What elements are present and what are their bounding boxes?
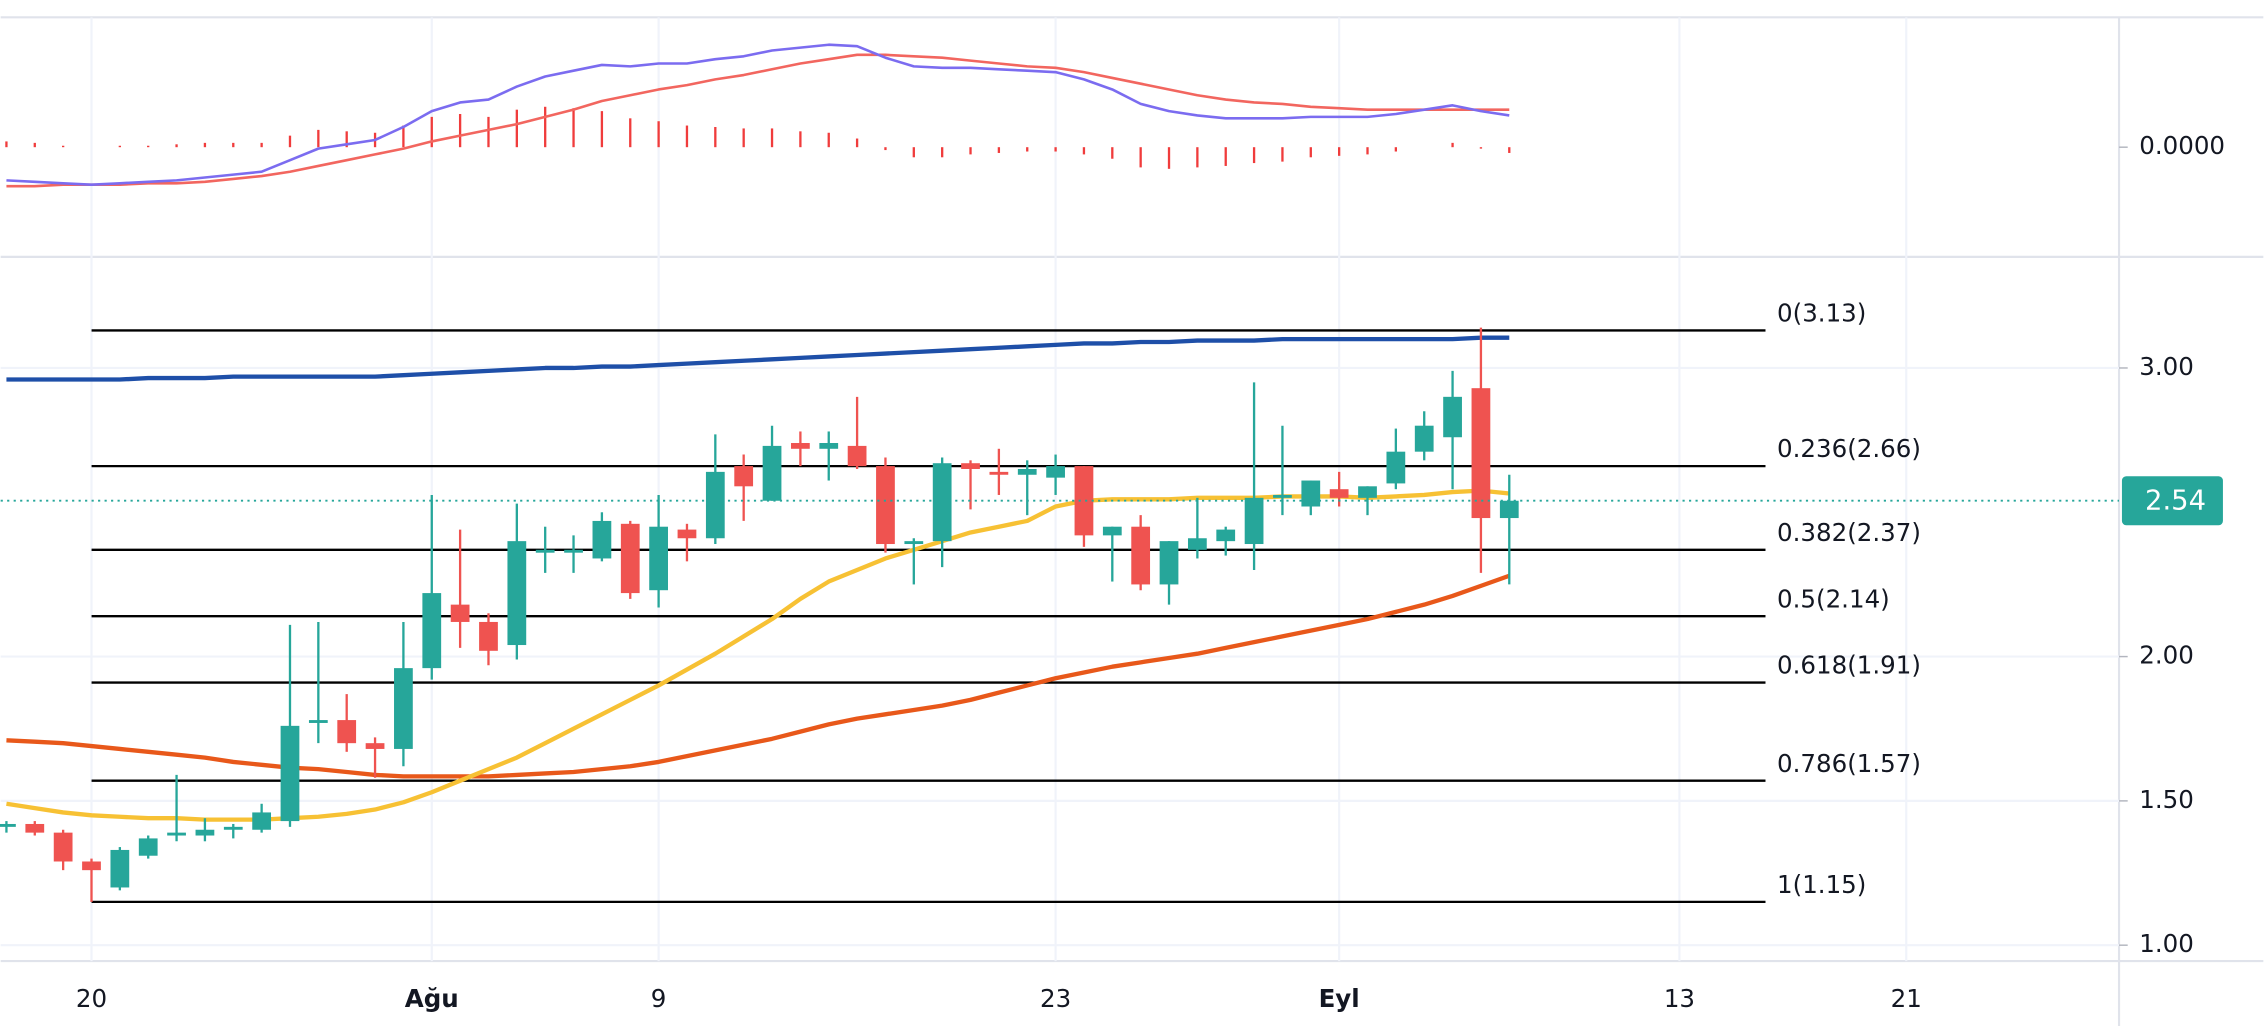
candle-body (762, 445, 782, 501)
candle-body (677, 529, 697, 539)
candle-body (195, 829, 215, 836)
y-tick-label: 1.50 (2139, 785, 2194, 814)
last-price-badge (2121, 476, 2223, 526)
fib-level-label: 0.236(2.66) (1777, 434, 1921, 463)
candle-body (1074, 466, 1094, 536)
y-tick-label: 3.00 (2139, 352, 2194, 381)
candle-body (53, 832, 73, 862)
candle-body (167, 832, 186, 836)
candle-body (1499, 500, 1519, 519)
candle-body (791, 443, 810, 449)
x-tick-label: 13 (1664, 984, 1695, 1013)
fib-level-label: 0.618(1.91) (1777, 651, 1921, 680)
candle-body (1131, 526, 1151, 585)
last-price-label: 2.54 (2145, 486, 2206, 517)
candle-body (1216, 529, 1236, 542)
candle-body (1102, 526, 1122, 536)
fib-level-label: 0.382(2.37) (1777, 518, 1921, 547)
candle-body (1386, 451, 1406, 484)
candle-body (847, 445, 867, 467)
candle-layer (0, 327, 2120, 902)
moving-average-line (6, 335, 1510, 382)
candle-body (734, 466, 754, 487)
macd-layer (5, 43, 1511, 188)
candle-body (223, 826, 243, 830)
candle-body (620, 523, 640, 594)
candle-body (876, 466, 895, 545)
fib-level-label: 0(3.13) (1777, 299, 1866, 328)
fib-level-label: 0.786(1.57) (1777, 749, 1921, 778)
candle-body (1046, 466, 1065, 478)
candle-body (1159, 541, 1179, 585)
candle-body (394, 668, 413, 749)
fib-layer: 0(3.13) 0.236(2.66) 0.382(2.37) 0.5(2.14) 0.… (91, 299, 1921, 904)
macd-signal-line (6, 53, 1510, 188)
x-tick-label: Eyl (1319, 984, 1360, 1013)
x-tick-label: 20 (76, 984, 107, 1013)
y-tick-label: 2.00 (2139, 641, 2194, 670)
candle-body (507, 541, 527, 646)
x-tick-label: Ağu (405, 984, 459, 1013)
candle-body (365, 743, 385, 749)
candle-body (904, 541, 924, 545)
macd-tick-label: 0.0000 (2139, 131, 2225, 160)
axis-layer: 1.00 1.50 2.00 3.00 0.0000 20 Ağu 9 23 Eyl 13 21 2.5… (76, 131, 2225, 1013)
candle-body (479, 621, 498, 651)
candle-body (450, 604, 470, 622)
candle-body (308, 720, 328, 723)
candle-body (1414, 425, 1434, 452)
candle-body (989, 471, 1009, 475)
candle-body (252, 812, 272, 830)
candle-body (564, 549, 583, 553)
candle-body (1017, 468, 1037, 475)
candle-body (422, 593, 442, 669)
candle-body (1358, 486, 1377, 498)
candle-body (932, 463, 952, 542)
candle-body (819, 443, 839, 449)
candle-body (280, 725, 300, 822)
candle-body (705, 471, 725, 539)
y-tick-label: 1.00 (2139, 929, 2194, 958)
fib-level-label: 0.5(2.14) (1777, 584, 1890, 613)
candle-body (138, 838, 158, 856)
candle-body (1187, 538, 1207, 550)
candle-body (535, 549, 555, 553)
x-tick-label: 21 (1891, 984, 1922, 1013)
moving-average-line (6, 573, 1511, 779)
x-tick-label: 9 (651, 984, 667, 1013)
candle-body (337, 720, 357, 744)
candle-body (25, 823, 45, 833)
candle-body (649, 526, 668, 591)
candle-body (1244, 497, 1264, 545)
candle-body (1301, 480, 1321, 507)
candle-body (1329, 489, 1349, 498)
fib-level-label: 1(1.15) (1777, 870, 1866, 899)
candle-body (592, 520, 612, 559)
candle-body (110, 849, 130, 888)
candle-body (1471, 388, 1491, 519)
candle-body (82, 861, 101, 871)
candle-body (1273, 494, 1292, 498)
macd-line (6, 43, 1510, 187)
candle-body (961, 463, 980, 469)
candle-body (1443, 396, 1462, 438)
x-tick-label: 23 (1040, 984, 1071, 1013)
candle-body (0, 823, 16, 827)
